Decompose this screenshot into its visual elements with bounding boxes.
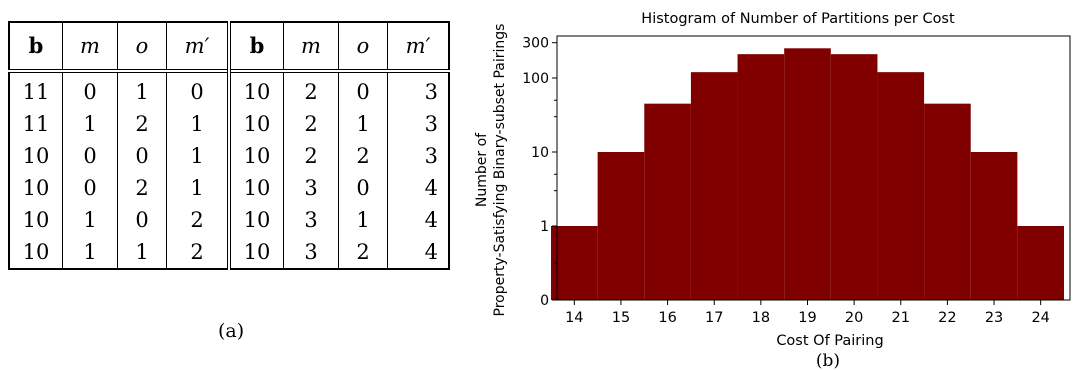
header-m-prime: m′ [166, 22, 229, 71]
histogram-bar [877, 72, 925, 300]
cell-m: 1 [62, 204, 118, 236]
cell-m: 3 [283, 236, 339, 269]
table-row: 10 0 0 1 10 2 2 3 [8, 140, 450, 172]
y-tick-label: 1 [540, 219, 549, 235]
header-m-prime: m′ [387, 22, 450, 71]
x-tick-label: 14 [565, 310, 583, 326]
header-o: o [117, 22, 167, 71]
cell-m: 2 [283, 108, 339, 140]
cell-m: 3 [283, 204, 339, 236]
header-b: b [227, 22, 284, 71]
histogram-chart: Histogram of Number of Partitions per Co… [474, 11, 1071, 370]
y-axis-label-line-2: Property-Satisfying Binary-subset Pairin… [492, 24, 508, 317]
cell-m: 2 [283, 140, 339, 172]
histogram-bar [597, 152, 645, 300]
cell-b: 10 [227, 108, 284, 140]
cell-m-prime: 3 [387, 71, 450, 108]
cell-m: 3 [283, 172, 339, 204]
cell-m-prime: 1 [166, 108, 229, 140]
x-tick-label: 20 [845, 310, 863, 326]
cell-o: 2 [338, 140, 388, 172]
y-tick-label: 0 [540, 293, 549, 309]
table-row: 11 1 2 1 10 2 1 3 [8, 108, 450, 140]
cell-m-prime: 4 [387, 236, 450, 269]
histogram-bar [924, 103, 971, 300]
x-tick-label: 22 [938, 310, 956, 326]
cell-o: 2 [117, 172, 167, 204]
x-tick-label: 21 [892, 310, 910, 326]
cell-b: 10 [227, 71, 284, 108]
cell-b: 10 [227, 172, 284, 204]
cell-o: 0 [117, 140, 167, 172]
x-tick-label: 24 [1031, 310, 1049, 326]
cell-m: 2 [283, 71, 339, 108]
cell-b: 11 [8, 71, 63, 108]
y-tick-label: 300 [522, 36, 549, 52]
cell-m: 0 [62, 140, 118, 172]
pairings-table: b m o m′ b m o m′ 11 0 1 0 10 2 0 3 11 1 2 1 10 2 1 3 10… [8, 21, 450, 270]
cell-o: 0 [338, 71, 388, 108]
plot-frame [556, 35, 1071, 301]
y-axis-label-line-1: Number of [474, 132, 490, 207]
histogram-bar [830, 54, 878, 300]
cell-o: 0 [338, 172, 388, 204]
histogram-bar [1017, 226, 1064, 300]
cell-o: 2 [117, 108, 167, 140]
cell-o: 1 [117, 71, 167, 108]
histogram-bar [737, 54, 785, 300]
cell-o: 2 [338, 236, 388, 269]
cell-m: 0 [62, 172, 118, 204]
table-caption: (a) [218, 320, 245, 342]
cell-m-prime: 4 [387, 172, 450, 204]
table-row: 10 1 1 2 10 3 2 4 [8, 236, 450, 269]
cell-b: 10 [227, 204, 284, 236]
cell-b: 10 [227, 236, 284, 269]
x-tick-label: 17 [705, 310, 723, 326]
histogram-bar [690, 72, 738, 300]
cell-m-prime: 2 [166, 236, 229, 269]
cell-m-prime: 1 [166, 172, 229, 204]
cell-m-prime: 0 [166, 71, 229, 108]
header-m: m [62, 22, 118, 71]
x-tick-label: 16 [658, 310, 676, 326]
cell-b: 10 [8, 140, 63, 172]
cell-o: 0 [117, 204, 167, 236]
x-tick-label: 23 [985, 310, 1003, 326]
header-m: m [283, 22, 339, 71]
cell-m-prime: 3 [387, 108, 450, 140]
histogram-bar [970, 152, 1018, 300]
cell-m-prime: 4 [387, 204, 450, 236]
cell-m: 0 [62, 71, 118, 108]
cell-b: 10 [227, 140, 284, 172]
cell-b: 10 [8, 204, 63, 236]
cell-b: 10 [8, 172, 63, 204]
y-tick-label: 10 [531, 145, 549, 161]
cell-o: 1 [338, 204, 388, 236]
histogram-bar [551, 226, 598, 300]
table-row: 10 1 0 2 10 3 1 4 [8, 204, 450, 236]
header-b: b [8, 22, 63, 71]
cell-b: 10 [8, 236, 63, 269]
cell-o: 1 [117, 236, 167, 269]
histogram-bar [784, 48, 831, 301]
cell-m-prime: 1 [166, 140, 229, 172]
x-tick-label: 15 [612, 310, 630, 326]
cell-m-prime: 3 [387, 140, 450, 172]
cell-m: 1 [62, 236, 118, 269]
x-axis-label: Cost Of Pairing [776, 333, 883, 349]
x-tick-label: 18 [752, 310, 770, 326]
chart-title: Histogram of Number of Partitions per Co… [641, 11, 955, 27]
header-o: o [338, 22, 388, 71]
y-tick-label: 100 [522, 71, 549, 87]
histogram-bar [644, 103, 691, 300]
x-tick-label: 19 [798, 310, 816, 326]
table-row: 11 0 1 0 10 2 0 3 [8, 71, 450, 108]
cell-m: 1 [62, 108, 118, 140]
cell-m-prime: 2 [166, 204, 229, 236]
cell-o: 1 [338, 108, 388, 140]
chart-caption: (b) [816, 351, 840, 370]
cell-b: 11 [8, 108, 63, 140]
table-row: 10 0 2 1 10 3 0 4 [8, 172, 450, 204]
table-header-row: b m o m′ b m o m′ [8, 22, 450, 71]
